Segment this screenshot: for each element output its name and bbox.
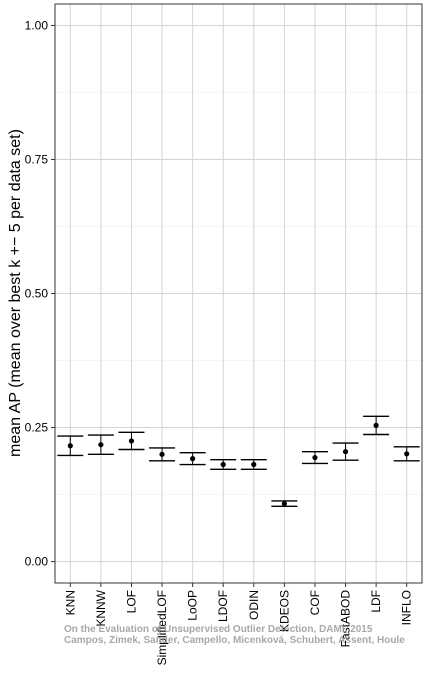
data-point bbox=[190, 456, 196, 462]
data-point bbox=[98, 442, 104, 448]
data-marks bbox=[57, 415, 420, 508]
watermark-line-2: Campos, Zimek, Sander, Campello, Micenko… bbox=[64, 635, 405, 646]
x-tick-label: FastABOD bbox=[339, 590, 353, 648]
data-point bbox=[128, 438, 135, 444]
grid bbox=[55, 4, 422, 583]
x-tick-label: COF bbox=[308, 590, 322, 615]
x-tick-label: LDF bbox=[369, 590, 383, 613]
data-point bbox=[312, 454, 318, 461]
y-tick-label: 0.00 bbox=[25, 555, 49, 569]
y-axis-label: mean AP (mean over best k +− 5 per data … bbox=[7, 129, 24, 457]
x-tick-label: LOF bbox=[124, 590, 138, 613]
data-point bbox=[373, 422, 379, 428]
x-tick-label: KNNW bbox=[94, 589, 108, 626]
data-point bbox=[404, 451, 410, 457]
plot-border bbox=[54, 3, 423, 584]
y-axis: 0.00 0.25 0.50 0.75 1.00 bbox=[25, 18, 55, 569]
data-point bbox=[251, 461, 257, 468]
x-axis: KNN KNNW LOF SimplifiedLOF LoOP LDOF ODIN KDEOS… bbox=[63, 583, 414, 665]
data-point bbox=[220, 461, 226, 468]
watermark-line-1: On the Evaluation of Unsupervised Outlie… bbox=[64, 624, 373, 635]
data-point bbox=[159, 451, 165, 457]
data-point bbox=[342, 449, 349, 455]
watermark: On the Evaluation of Unsupervised Outlie… bbox=[64, 624, 405, 646]
x-tick-label: KDEOS bbox=[277, 590, 291, 632]
y-tick-label: 1.00 bbox=[25, 18, 49, 32]
y-tick-label: 0.50 bbox=[25, 287, 49, 301]
data-point bbox=[67, 443, 73, 449]
data-point bbox=[281, 501, 287, 507]
x-tick-label: LoOP bbox=[186, 590, 200, 621]
y-tick-label: 0.75 bbox=[25, 152, 49, 166]
x-tick-label: ODIN bbox=[247, 590, 261, 620]
y-tick-label: 0.25 bbox=[25, 421, 49, 435]
x-tick-label: LDOF bbox=[216, 590, 230, 622]
x-tick-label: SimplifiedLOF bbox=[155, 590, 169, 665]
x-tick-label: INFLO bbox=[400, 590, 414, 625]
x-tick-label: KNN bbox=[63, 590, 77, 615]
